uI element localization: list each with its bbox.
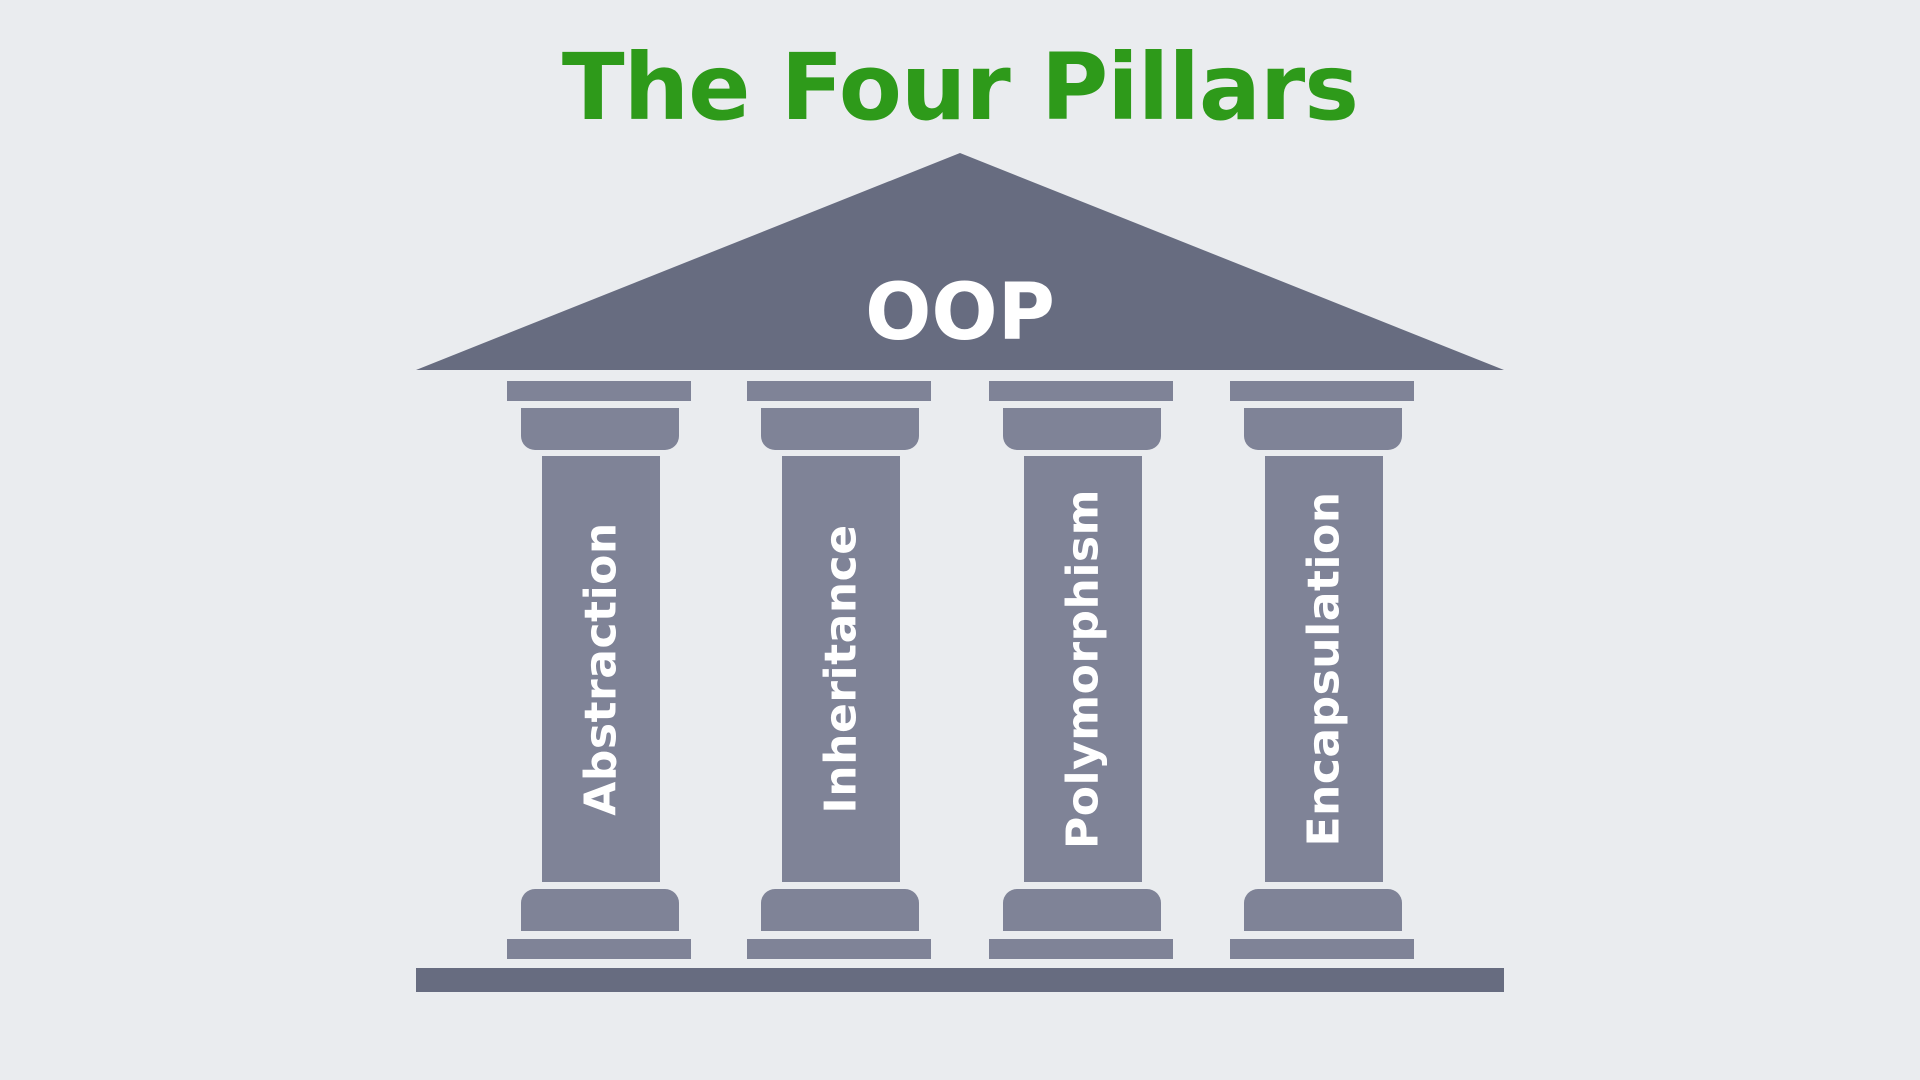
pillar-capital [1244, 408, 1402, 450]
pillar-shaft: Abstraction [542, 456, 660, 882]
pillar-bottom-plate [747, 939, 931, 959]
pillar-top-plate [1230, 381, 1414, 401]
pillar-bottom-plate [1230, 939, 1414, 959]
pillar-shaft: Inheritance [782, 456, 900, 882]
pillar-plinth [1003, 889, 1161, 931]
pillar-capital [521, 408, 679, 450]
pillar-top-plate [989, 381, 1173, 401]
pillar-label: Encapsulation [1298, 491, 1350, 847]
pillar-top-plate [747, 381, 931, 401]
pillar-plinth [521, 889, 679, 931]
roof-label: OOP [865, 268, 1055, 358]
temple-base [416, 968, 1504, 992]
pillar-plinth [761, 889, 919, 931]
pillar-plinth [1244, 889, 1402, 931]
roof-pediment [416, 153, 1504, 370]
pillar-capital [1003, 408, 1161, 450]
pillar-bottom-plate [507, 939, 691, 959]
pillar-polymorphism: Polymorphism [988, 0, 1174, 1080]
pillar-bottom-plate [989, 939, 1173, 959]
page-title: The Four Pillars [561, 34, 1359, 141]
pillar-top-plate [507, 381, 691, 401]
pillar-capital [761, 408, 919, 450]
pillar-label: Abstraction [575, 522, 627, 816]
pillar-shaft: Encapsulation [1265, 456, 1383, 882]
pillar-label: Inheritance [815, 524, 867, 814]
pillar-label: Polymorphism [1057, 489, 1109, 849]
pillar-encapsulation: Encapsulation [1229, 0, 1415, 1080]
pillar-inheritance: Inheritance [746, 0, 932, 1080]
pillar-shaft: Polymorphism [1024, 456, 1142, 882]
pillar-abstraction: Abstraction [506, 0, 692, 1080]
